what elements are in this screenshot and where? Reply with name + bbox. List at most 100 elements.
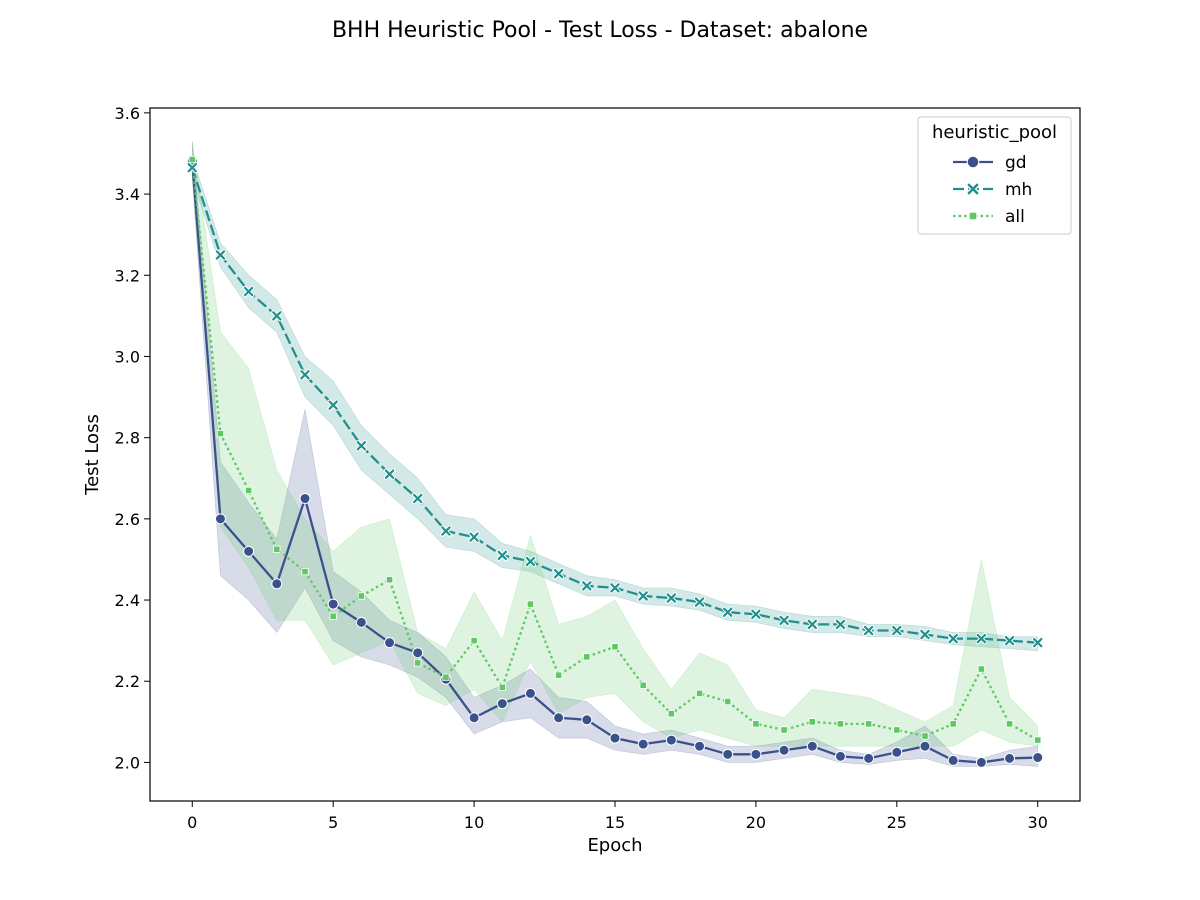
data-point-mh: [468, 531, 480, 543]
data-point-mh: [581, 580, 593, 592]
data-point-gd: [834, 750, 846, 762]
data-point-mh: [834, 618, 847, 631]
data-point-mh: [693, 596, 706, 608]
data-point-gd: [581, 714, 593, 726]
data-point-mh: [327, 399, 339, 411]
data-point-mh: [412, 492, 424, 505]
data-point-mh: [440, 525, 452, 537]
data-point-all: [583, 653, 591, 661]
data-point-mh: [862, 624, 875, 637]
data-point-all: [301, 568, 309, 576]
data-point-mh: [947, 632, 959, 645]
data-point-gd: [806, 740, 818, 752]
data-point-gd: [1004, 752, 1016, 764]
data-point-all: [216, 429, 225, 438]
data-point-gd: [1032, 752, 1044, 764]
legend-marker-gd: [966, 155, 980, 169]
data-point-gd: [919, 740, 931, 752]
x-axis-ticks: 0 5 10 15 20 25 30: [187, 801, 1048, 832]
data-point-mh: [722, 606, 734, 618]
data-point-all: [893, 726, 901, 734]
data-point-mh: [552, 567, 565, 580]
data-point-mh: [524, 555, 537, 568]
legend-label-all: all: [1005, 207, 1025, 227]
confidence-band-all: [191, 141, 1039, 747]
data-point-all: [611, 643, 619, 651]
data-point-all: [780, 726, 788, 734]
y-tick-label: 3.2: [115, 266, 140, 285]
y-tick-label: 3.4: [115, 185, 140, 204]
data-point-gd: [496, 698, 508, 710]
data-point-all: [526, 600, 535, 608]
data-point-gd: [722, 748, 734, 760]
confidence-band-gd: [191, 141, 1039, 767]
data-point-all: [188, 155, 196, 164]
x-tick-label: 30: [1028, 813, 1048, 832]
data-point-all: [385, 576, 394, 584]
data-point-gd: [975, 756, 987, 768]
data-point-mh: [214, 249, 227, 261]
data-point-all: [667, 710, 675, 718]
legend-label-gd: gd: [1005, 153, 1027, 173]
y-tick-label: 2.2: [115, 672, 140, 691]
y-tick-label: 2.0: [115, 753, 140, 772]
x-tick-label: 0: [187, 813, 197, 832]
data-point-mh: [806, 618, 818, 631]
data-point-all: [555, 671, 563, 679]
data-point-mh: [609, 582, 621, 594]
y-tick-label: 2.6: [115, 510, 140, 529]
data-point-mh: [383, 468, 396, 480]
y-tick-label: 2.4: [115, 591, 140, 610]
data-point-all: [921, 732, 929, 740]
legend-marker-all: [968, 211, 978, 221]
x-tick-label: 20: [746, 813, 766, 832]
data-point-all: [639, 681, 647, 689]
x-tick-label: 10: [464, 813, 484, 832]
data-point-mh: [637, 590, 649, 602]
data-point-mh: [271, 310, 283, 322]
x-tick-label: 25: [887, 813, 907, 832]
legend-box: [917, 116, 1072, 235]
legend-item-mh: mh: [953, 180, 1032, 200]
data-point-mh: [975, 632, 988, 645]
data-point-mh: [242, 285, 255, 298]
y-axis-label: Test Loss: [82, 414, 103, 496]
data-point-mh: [665, 592, 678, 604]
data-point-gd: [863, 752, 875, 764]
data-point-gd: [468, 712, 480, 724]
legend-item-gd: gd: [953, 153, 1027, 173]
data-point-mh: [355, 440, 368, 452]
x-tick-label: 5: [328, 813, 338, 832]
data-point-gd: [214, 513, 226, 525]
data-point-all: [329, 612, 337, 620]
legend-entries: gd mh all: [953, 153, 1032, 227]
data-point-mh: [1003, 634, 1016, 647]
data-point-gd: [553, 712, 565, 724]
legend-title: heuristic_pool: [932, 122, 1057, 143]
data-point-all: [1005, 720, 1014, 728]
data-point-all: [442, 673, 450, 681]
data-point-gd: [947, 754, 959, 766]
data-point-gd: [778, 744, 790, 756]
data-point-gd: [384, 637, 396, 649]
data-point-all: [949, 720, 957, 728]
data-point-mh: [496, 549, 508, 562]
data-point-gd: [609, 732, 621, 744]
data-point-all: [836, 720, 845, 728]
data-point-gd: [891, 746, 903, 758]
data-point-gd: [271, 578, 283, 590]
data-point-gd: [327, 598, 339, 610]
data-point-mh: [299, 369, 311, 381]
data-point-all: [245, 486, 253, 495]
data-point-all: [752, 720, 760, 728]
data-point-all: [808, 718, 816, 726]
data-point-mh: [1032, 636, 1044, 649]
data-point-mh: [919, 628, 931, 641]
data-point-gd: [355, 616, 367, 628]
data-point-gd: [637, 738, 649, 750]
data-point-gd: [299, 493, 311, 505]
data-point-all: [1034, 736, 1042, 744]
data-point-gd: [665, 734, 677, 746]
data-point-all: [273, 545, 281, 553]
